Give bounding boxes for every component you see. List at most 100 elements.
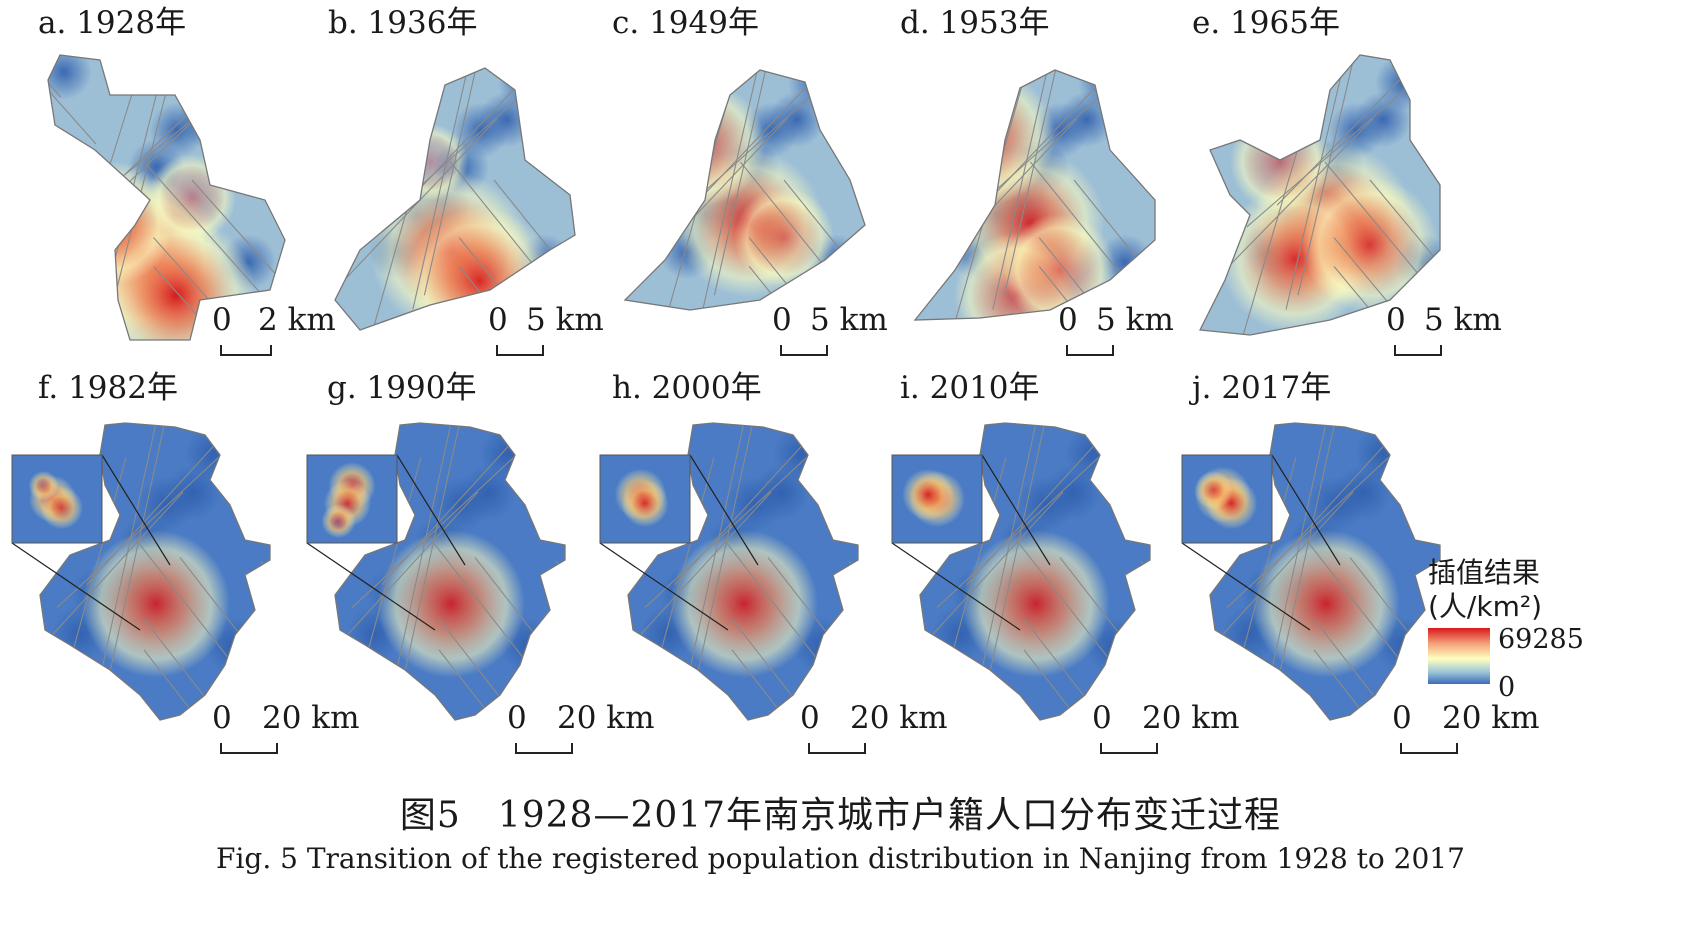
panel-j: j. 2017年 0 20 km bbox=[1170, 365, 1539, 754]
district-boundary bbox=[351, 445, 527, 608]
figure-caption-en: Fig. 5 Transition of the registered popu… bbox=[216, 842, 1465, 875]
city-outline bbox=[919, 422, 1151, 721]
scale-bar-line bbox=[220, 345, 272, 356]
map-1982 bbox=[11, 422, 271, 721]
map-1928 bbox=[3, 54, 286, 341]
district-boundary bbox=[987, 423, 1055, 681]
district-boundary bbox=[298, 507, 304, 515]
map-2010 bbox=[891, 422, 1151, 721]
scale-zero: 0 bbox=[212, 700, 232, 736]
district-boundary bbox=[107, 423, 175, 681]
scale-distance: 5 km bbox=[1096, 302, 1174, 338]
city-outline bbox=[334, 422, 566, 721]
scale-bar-line bbox=[496, 345, 544, 356]
district-boundary bbox=[1193, 133, 1199, 140]
inset-leader-line bbox=[689, 454, 759, 566]
panel-label: e. 1965年 bbox=[1192, 5, 1340, 41]
legend-unit: (人/km²) bbox=[1428, 590, 1542, 623]
district-boundary bbox=[277, 183, 285, 192]
district-boundary bbox=[1324, 161, 1440, 335]
district-boundary bbox=[702, 70, 768, 310]
inset-leader-line bbox=[599, 542, 729, 631]
scale-zero: 0 bbox=[507, 700, 527, 736]
district-boundary bbox=[1246, 75, 1422, 228]
density-hotspot bbox=[640, 82, 765, 206]
density-low-spot bbox=[149, 102, 206, 159]
city-outline bbox=[627, 422, 859, 721]
district-boundary bbox=[95, 423, 163, 697]
inset-map-frame bbox=[306, 454, 398, 544]
inset-hotspot bbox=[902, 468, 954, 521]
district-boundary bbox=[1200, 55, 1281, 145]
scale-zero: 0 bbox=[212, 302, 232, 338]
legend-color-ramp bbox=[1428, 628, 1490, 684]
district-boundary bbox=[695, 423, 763, 681]
district-boundary bbox=[644, 445, 820, 608]
panel-label: h. 2000年 bbox=[612, 370, 762, 406]
map-1936 bbox=[334, 67, 576, 331]
city-outline bbox=[623, 69, 866, 311]
district-boundary bbox=[861, 183, 865, 192]
scale-zero: 0 bbox=[1386, 302, 1406, 338]
district-boundary bbox=[591, 507, 597, 515]
panel-label: j. 2017年 bbox=[1192, 370, 1332, 406]
scale-distance: 5 km bbox=[526, 302, 604, 338]
map-2000 bbox=[591, 422, 859, 721]
scale-bar-line bbox=[1100, 743, 1158, 754]
district-boundary bbox=[1038, 266, 1092, 320]
district-boundary bbox=[683, 423, 751, 697]
district-boundary bbox=[915, 70, 988, 145]
density-hotspot bbox=[670, 529, 818, 678]
legend-min-value: 0 bbox=[1498, 672, 1516, 703]
inset-hotspot bbox=[28, 471, 59, 501]
density-hotspot bbox=[919, 70, 1055, 205]
district-boundary bbox=[1003, 70, 1069, 296]
panel-b: b. 1936年 0 5 km bbox=[320, 0, 610, 360]
district-boundary bbox=[1277, 423, 1345, 681]
density-low-spot bbox=[1077, 70, 1134, 111]
density-low-spot bbox=[497, 68, 554, 111]
density-hotspot bbox=[377, 529, 525, 678]
inset-hotspot bbox=[621, 479, 669, 527]
district-boundary bbox=[357, 75, 376, 98]
density-low-spot bbox=[1375, 55, 1431, 111]
district-boundary bbox=[571, 183, 575, 192]
district-boundary bbox=[903, 133, 909, 140]
district-boundary bbox=[1151, 183, 1155, 192]
scale-distance: 20 km bbox=[557, 700, 655, 736]
inset-leader-line bbox=[981, 454, 1051, 566]
panel-i: i. 2010年 0 20 km bbox=[880, 365, 1239, 754]
scale-zero: 0 bbox=[1058, 302, 1078, 338]
density-low-spot bbox=[199, 55, 256, 111]
scale-bar-line bbox=[1394, 345, 1442, 356]
district-boundary bbox=[1451, 184, 1457, 191]
density-hotspot bbox=[82, 529, 230, 678]
district-boundary bbox=[937, 75, 956, 98]
inset-leader-line bbox=[1271, 454, 1341, 566]
scale-zero: 0 bbox=[1092, 700, 1112, 736]
density-hotspot bbox=[1302, 176, 1438, 313]
panel-d: d. 1953年 0 5 km bbox=[900, 0, 1190, 360]
scale-distance: 5 km bbox=[810, 302, 888, 338]
panel-f: f. 1982年 0 20 km bbox=[0, 365, 359, 754]
city-outline bbox=[47, 54, 286, 341]
district-boundary bbox=[1228, 75, 1248, 98]
inset-map-frame bbox=[11, 454, 103, 544]
density-hotspot bbox=[962, 529, 1110, 678]
scale-zero: 0 bbox=[800, 700, 820, 736]
inset-leader-line bbox=[11, 542, 141, 631]
district-boundary bbox=[3, 133, 9, 140]
panel-label: b. 1936年 bbox=[328, 5, 478, 41]
panel-label: a. 1928年 bbox=[38, 5, 187, 41]
district-boundary bbox=[48, 55, 97, 145]
city-outline bbox=[39, 422, 271, 721]
inset-hotspot bbox=[321, 504, 356, 538]
density-low-spot bbox=[640, 70, 696, 100]
district-boundary bbox=[1265, 423, 1333, 697]
panel-label: d. 1953年 bbox=[900, 5, 1050, 41]
density-low-spot bbox=[930, 70, 986, 100]
density-low-spot bbox=[350, 68, 406, 100]
panel-label: i. 2010年 bbox=[900, 370, 1040, 406]
city-outline bbox=[913, 69, 1156, 321]
density-hotspot bbox=[1230, 112, 1330, 212]
